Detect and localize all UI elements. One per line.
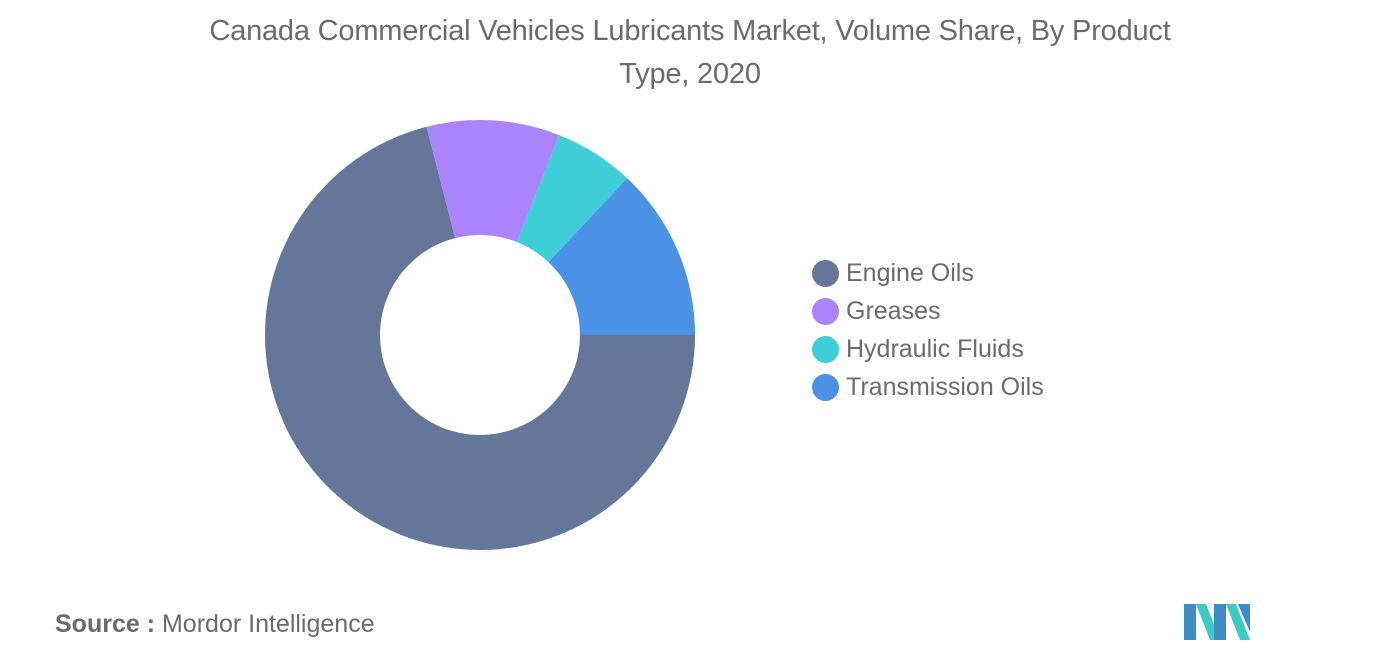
slice-engine-oils (265, 126, 695, 551)
slice-hydraulic-fluids (516, 135, 628, 263)
legend-label: Transmission Oils (846, 372, 1044, 401)
donut-chart (265, 120, 695, 551)
legend-item-engine-oils: Engine Oils (812, 254, 1044, 292)
source-text: Mordor Intelligence (161, 610, 375, 638)
donut-slices (265, 120, 695, 551)
legend-item-transmission-oils: Transmission Oils (812, 368, 1044, 406)
legend-swatch-transmission-oils (812, 373, 839, 401)
mordor-intelligence-logo-icon (1184, 604, 1250, 640)
legend-item-hydraulic-fluids: Hydraulic Fluids (812, 330, 1044, 368)
logo-left-bar (1184, 604, 1196, 640)
legend-swatch-engine-oils (812, 259, 839, 287)
logo-mid-bar (1214, 604, 1226, 640)
legend-swatch-hydraulic-fluids (812, 335, 839, 363)
legend-label: Engine Oils (846, 258, 974, 287)
legend-swatch-greases (812, 297, 839, 325)
logo-right-diagonal (1226, 604, 1250, 640)
source-label: Source : (55, 610, 156, 638)
chart-legend: Engine Oils Greases Hydraulic Fluids Tra… (812, 254, 1044, 406)
legend-item-greases: Greases (812, 292, 1044, 330)
slice-greases (426, 120, 560, 243)
legend-label: Greases (846, 296, 941, 325)
slice-transmission-oils (548, 178, 695, 335)
logo-right-bar (1238, 604, 1250, 632)
legend-label: Hydraulic Fluids (846, 334, 1024, 363)
chart-title: Canada Commercial Vehicles Lubricants Ma… (209, 15, 1171, 90)
source-note: Source : Mordor Intelligence (55, 610, 375, 639)
